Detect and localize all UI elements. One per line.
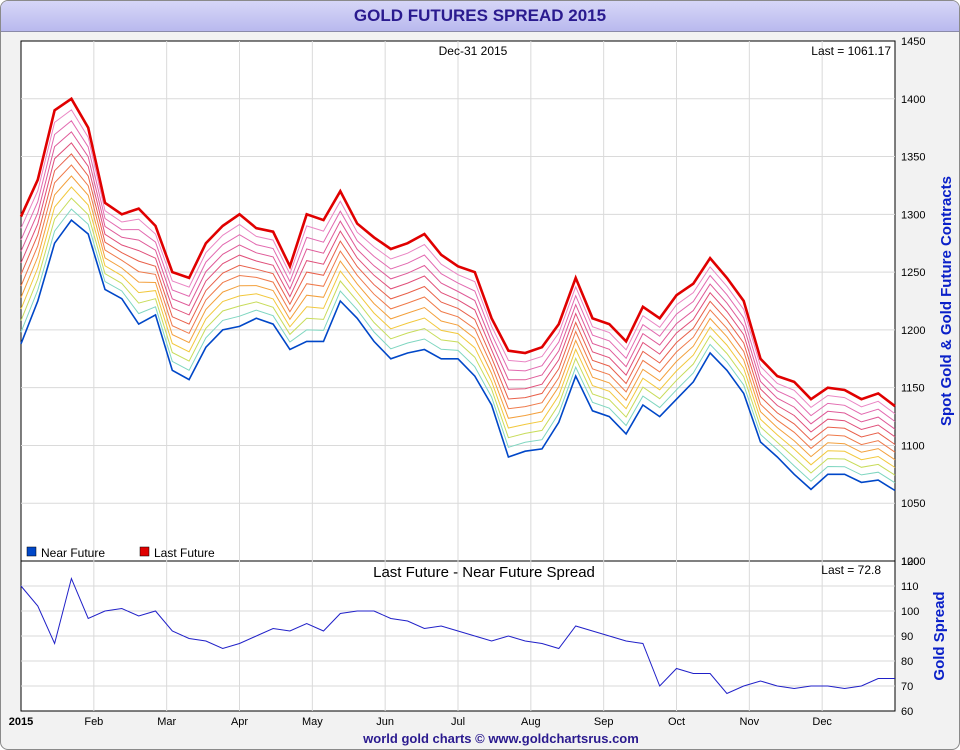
x-tick-label: Apr [231, 716, 248, 728]
main-y-tick-label: 1000 [901, 556, 925, 568]
contract-line [20, 142, 896, 438]
contract-line [20, 197, 896, 476]
contract-line [20, 164, 896, 453]
x-tick-label: Jul [451, 716, 465, 728]
spread-y-tick-label: 110 [901, 581, 919, 593]
spread-y-tick-label: 70 [901, 681, 913, 693]
contract-line [20, 153, 896, 445]
main-last-label: Last = 1061.17 [811, 44, 891, 58]
spread-y-tick-label: 90 [901, 631, 913, 643]
spread-y-axis-title: Gold Spread [931, 591, 948, 680]
x-tick-label: Sep [594, 716, 614, 728]
x-tick-labels: 2015 Feb Mar Apr May Jun Jul Aug Sep Oct Nov Dec [9, 716, 833, 728]
contract-line [20, 175, 896, 461]
spread-y-tick-labels: 60 70 80 90 100 110 120 [901, 556, 919, 718]
legend-last-swatch [139, 546, 150, 557]
x-tick-label: Oct [668, 716, 685, 728]
main-y-tick-label: 1300 [901, 209, 925, 221]
spread-y-tick-label: 120 [901, 556, 919, 568]
contract-line [20, 109, 896, 415]
date-label: Dec-31 2015 [439, 44, 508, 58]
spread-line [20, 576, 895, 695]
contract-line [20, 208, 896, 484]
last-future-line [19, 96, 896, 408]
main-y-tick-label: 1350 [901, 152, 925, 164]
main-y-tick-label: 1150 [901, 383, 925, 395]
x-tick-label: Jun [376, 716, 394, 728]
contract-line [20, 120, 896, 422]
contract-line [20, 186, 896, 468]
contract-line [20, 131, 896, 430]
x-tick-label: Dec [812, 716, 832, 728]
spread-last-label: Last = 72.8 [821, 563, 881, 577]
spread-title: Last Future - Near Future Spread [373, 564, 595, 581]
x-tick-label: 2015 [9, 716, 33, 728]
main-y-tick-label: 1050 [901, 498, 925, 510]
legend-near-label: Near Future [41, 546, 105, 560]
near-future-line [20, 218, 896, 492]
main-y-tick-label: 1400 [901, 94, 925, 106]
spread-y-tick-label: 80 [901, 656, 913, 668]
title-bar: GOLD FUTURES SPREAD 2015 [1, 1, 959, 32]
spread-y-tick-label: 100 [901, 606, 919, 618]
main-y-tick-label: 1450 [901, 36, 925, 48]
x-tick-label: Feb [84, 716, 103, 728]
footer-credit: world gold charts © www.goldchartsrus.co… [362, 731, 639, 746]
x-tick-label: Nov [740, 716, 760, 728]
x-tick-label: Mar [157, 716, 176, 728]
chart-title: GOLD FUTURES SPREAD 2015 [353, 6, 607, 25]
main-y-tick-label: 1250 [901, 267, 925, 279]
main-y-tick-label: 1200 [901, 325, 925, 337]
intermediate-contract-lines [20, 109, 896, 484]
legend-near-swatch [26, 546, 37, 557]
x-tick-label: May [302, 716, 323, 728]
main-y-tick-labels: 1000 1050 1100 1150 1200 1250 1300 1350 1400 1450 [901, 36, 925, 568]
x-tick-label: Aug [521, 716, 541, 728]
main-y-axis-title: Spot Gold & Gold Future Contracts [938, 176, 955, 426]
spread-y-tick-label: 60 [901, 706, 913, 718]
main-y-tick-label: 1100 [901, 440, 925, 452]
legend-last-label: Last Future [154, 546, 215, 560]
spread-grid [21, 561, 895, 711]
